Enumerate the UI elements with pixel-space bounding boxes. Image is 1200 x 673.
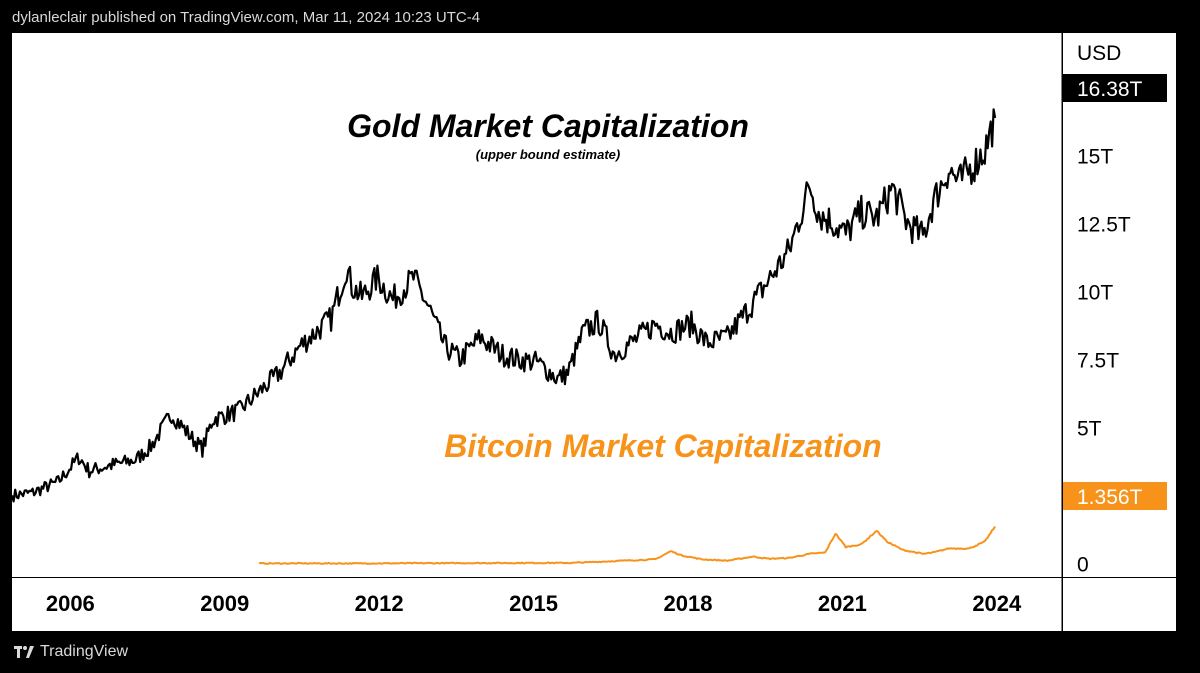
y-tick-label: 0 (1077, 553, 1089, 576)
y-tick-label: 10T (1077, 281, 1113, 304)
tradingview-logo[interactable]: TradingView (14, 643, 128, 661)
bitcoin-last-value: 1.356T (1077, 486, 1143, 509)
y-tick-label: 15T (1077, 145, 1113, 168)
bitcoin-annotation: Bitcoin Market Capitalization (444, 428, 881, 464)
x-tick-label: 2024 (972, 591, 1022, 616)
y-tick-label: 5T (1077, 417, 1102, 440)
x-tick-label: 2006 (46, 591, 95, 616)
gold-last-value-badge: 16.38T (1063, 74, 1167, 102)
time-axis[interactable] (12, 578, 1062, 631)
axis-corner (1063, 578, 1176, 631)
published-caption: dylanleclair published on TradingView.co… (12, 9, 481, 26)
y-tick-label: 7.5T (1077, 349, 1119, 372)
x-tick-label: 2018 (663, 591, 712, 616)
y-tick-label: 12.5T (1077, 213, 1131, 236)
tradingview-logo-icon (14, 646, 34, 658)
bitcoin-series-line (258, 525, 996, 565)
tradingview-brand: TradingView (40, 643, 129, 660)
x-tick-label: 2021 (818, 591, 867, 616)
chart-title: Gold Market Capitalization (347, 108, 749, 144)
currency-label: USD (1077, 42, 1121, 65)
chart-subtitle: (upper bound estimate) (476, 147, 620, 162)
bitcoin-last-value-badge: 1.356T (1063, 482, 1167, 510)
gold-series-line (10, 108, 997, 503)
x-tick-label: 2012 (355, 591, 404, 616)
gold-last-value: 16.38T (1077, 78, 1143, 101)
plot-area[interactable] (12, 33, 1062, 577)
x-tick-label: 2009 (200, 591, 249, 616)
x-tick-label: 2015 (509, 591, 558, 616)
